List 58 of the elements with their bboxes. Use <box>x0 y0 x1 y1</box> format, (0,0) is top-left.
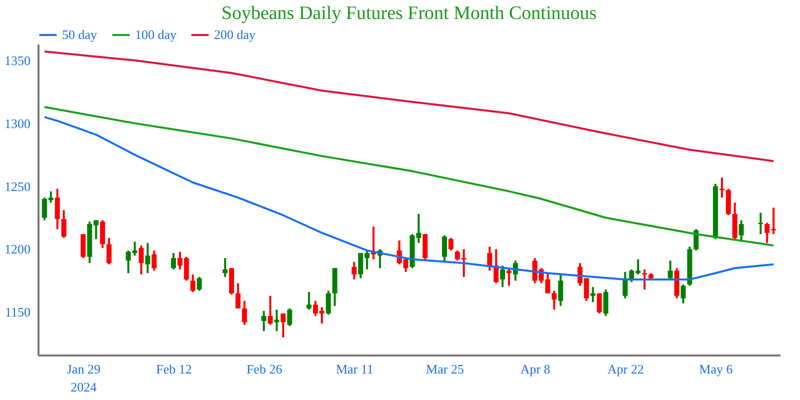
candlestick <box>138 244 144 276</box>
candlestick <box>596 292 602 314</box>
candlestick <box>287 307 292 328</box>
x-tick-label: Feb 12 <box>156 362 192 376</box>
candlestick <box>274 308 280 332</box>
line-series <box>43 50 775 162</box>
candlestick <box>506 268 512 287</box>
x-tick-label: Apr 22 <box>607 362 644 376</box>
candlestick <box>306 291 312 311</box>
candlestick <box>61 209 66 239</box>
x-tick-label: Mar 25 <box>426 362 464 376</box>
candlestick <box>352 260 357 280</box>
x-tick-label: Mar 11 <box>336 362 374 376</box>
candlestick <box>145 242 150 274</box>
candlestick <box>326 290 331 316</box>
candlestick <box>603 288 608 317</box>
legend-label: 100 day <box>135 27 178 42</box>
candlestick <box>680 283 686 304</box>
candlestick <box>732 202 738 242</box>
candlestick <box>196 276 202 292</box>
x-tick-label: Feb 26 <box>246 362 283 376</box>
candlestick <box>487 246 492 272</box>
candlestick <box>726 188 731 216</box>
candlestick <box>242 300 247 326</box>
candlestick <box>261 310 266 332</box>
candlestick <box>268 294 273 326</box>
y-tick-label: 1250 <box>4 178 30 194</box>
candlestick <box>100 219 106 249</box>
candlestick <box>668 260 673 280</box>
candlestick <box>222 257 228 278</box>
y-tick-label: 1300 <box>4 116 30 131</box>
candlestick <box>500 264 506 288</box>
candlestick <box>558 273 564 307</box>
y-tick-label: 1150 <box>4 304 30 320</box>
x-tick-label: Apr 8 <box>520 362 550 376</box>
candlestick <box>280 312 286 338</box>
candlestick <box>738 219 744 243</box>
line-series <box>43 106 775 246</box>
y-tick-label: 1200 <box>4 242 30 257</box>
candlestick <box>170 252 176 270</box>
candlestick <box>448 236 454 252</box>
candlestick <box>54 188 60 230</box>
candlestick <box>642 268 648 291</box>
candlestick <box>590 286 596 304</box>
candlestick <box>106 236 112 266</box>
legend-label: 200 day <box>214 27 256 42</box>
x-tick-label: May 6 <box>699 362 734 376</box>
candlestick <box>152 249 157 272</box>
candlestick <box>236 282 241 310</box>
candlestick <box>190 273 196 294</box>
candlestick <box>552 290 557 311</box>
x-tick-label: Jan 29 2024 <box>66 362 100 394</box>
candlestick <box>80 233 86 260</box>
candlestick <box>422 233 428 262</box>
chart-title: Soybeans Daily Futures Front Month Continuous <box>221 3 597 24</box>
y-tick-label: 1350 <box>4 52 30 68</box>
candlestick <box>442 234 447 263</box>
legend-label: 50 day <box>62 27 98 42</box>
